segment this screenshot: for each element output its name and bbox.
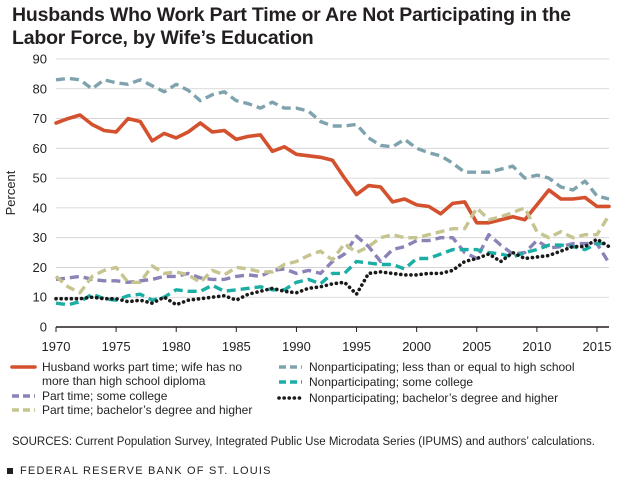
y-tick-label: 10 <box>33 290 47 305</box>
x-tick-label: 2005 <box>462 339 491 354</box>
y-tick-labels: 0 10 20 30 40 50 60 70 80 90 <box>33 52 47 335</box>
x-tick-labels: 1970 1975 1980 1985 1990 1995 2000 2005 2010 2015 <box>42 339 612 354</box>
legend-label-4: Nonparticipating; some college <box>309 375 473 389</box>
x-tick-label: 1995 <box>342 339 371 354</box>
x-tick-label: 2000 <box>402 339 431 354</box>
y-axis-label: Percent <box>3 170 18 215</box>
y-tick-label: 90 <box>33 52 47 67</box>
x-tick-label: 2015 <box>583 339 612 354</box>
y-tick-label: 50 <box>33 171 47 186</box>
x-tick-label: 1980 <box>162 339 191 354</box>
x-tick-label: 1975 <box>102 339 131 354</box>
y-tick-label: 80 <box>33 81 47 96</box>
y-tick-label: 60 <box>33 141 47 156</box>
y-tick-label: 20 <box>33 260 47 275</box>
footer-square-icon <box>7 468 13 474</box>
chart-title: Husbands Who Work Part Time or Are Not P… <box>12 4 571 49</box>
legend-label-6: Nonparticipating; bachelor’s degree and … <box>309 391 558 405</box>
legend-label-1: Husband works part time; wife has no more… <box>42 360 242 388</box>
series-line-2 <box>55 76 610 201</box>
x-tick-label: 2010 <box>522 339 551 354</box>
series-line-1 <box>54 113 611 225</box>
x-tick-label: 1985 <box>222 339 251 354</box>
series-line-5 <box>54 206 611 295</box>
x-tick-label: 1990 <box>282 339 311 354</box>
y-tick-label: 30 <box>33 230 47 245</box>
y-tick-label: 40 <box>33 200 47 215</box>
source-note: SOURCES: Current Population Survey, Inte… <box>12 436 595 448</box>
footer-text: FEDERAL RESERVE BANK OF ST. LOUIS <box>20 465 272 477</box>
legend-label-3: Part time; some college <box>42 389 168 403</box>
legend-label-2: Nonparticipating; less than or equal to … <box>309 360 575 374</box>
series-lines <box>54 76 611 307</box>
legend-label-5: Part time; bachelor’s degree and higher <box>42 403 252 417</box>
y-tick-label: 70 <box>33 111 47 126</box>
legend: Husband works part time; wife has no more… <box>10 360 575 417</box>
x-tick-label: 1970 <box>42 339 71 354</box>
x-tick-marks <box>55 327 598 332</box>
y-tick-label: 0 <box>40 320 47 335</box>
grid-lines <box>56 58 609 328</box>
series-line-6 <box>54 237 611 307</box>
